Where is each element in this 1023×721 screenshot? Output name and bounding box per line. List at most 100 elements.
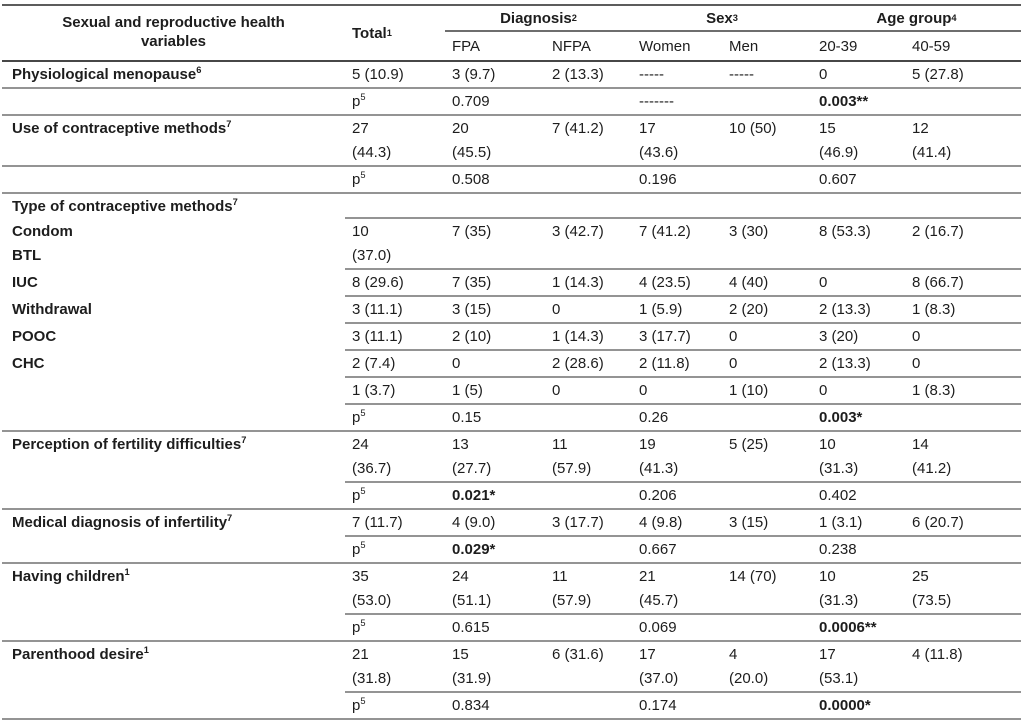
cell-value: 10 — [352, 223, 369, 240]
cell-value: 8 (66.7) — [912, 274, 964, 291]
significant-p-value: 0.0006** — [819, 619, 877, 636]
cell-value: 35 — [352, 568, 369, 585]
row-label — [2, 89, 345, 116]
cell-20-39: 2 (13.3) — [812, 297, 905, 324]
row-label — [2, 693, 345, 720]
cell-value: 0 — [912, 355, 921, 372]
cell-total: 8 (29.6) — [345, 270, 445, 297]
cell-women: 0.667 — [632, 537, 722, 564]
footnote-marker: 5 — [360, 408, 366, 418]
cell-fpa: 4 (9.0) — [445, 510, 545, 537]
table-row: 1 (3.7) 1 (5) 0 0 1 (10) 0 1 (8.3) — [2, 378, 1021, 405]
cell-value: (53.0) — [352, 592, 392, 609]
cell-value: 12 — [912, 120, 929, 137]
row-label-line: Physiological menopause6 — [12, 65, 202, 83]
footnote-marker: 7 — [232, 197, 238, 207]
cell-fpa: 0.615 — [445, 615, 545, 642]
cell-men: 1 (10) — [722, 378, 812, 405]
row-label-line: CHC — [12, 355, 45, 372]
cell-value: 24 — [352, 436, 369, 453]
row-label-line: IUC — [12, 274, 38, 291]
significant-p-value: 0.021* — [452, 487, 496, 504]
cell-value: 3 (15) — [729, 514, 769, 531]
cell-value: 3 (11.1) — [352, 328, 403, 345]
column-header-men: Men — [729, 37, 759, 55]
row-label-line: Withdrawal — [12, 301, 92, 318]
cell-value: 10 (50) — [729, 120, 777, 137]
cell-men: 14 (70) — [722, 564, 812, 615]
footnote-marker: 6 — [196, 65, 202, 75]
cell-men — [722, 537, 812, 564]
p-label: p5 — [345, 89, 445, 116]
cell-20-39 — [812, 194, 905, 219]
row-label: CHC — [2, 351, 345, 378]
cell-20-39: 0.0000* — [812, 693, 905, 720]
cell-value: 0.0000* — [819, 694, 901, 718]
p-label-text: p5 — [352, 618, 366, 636]
cell-nfpa — [545, 194, 632, 219]
row-label-line: Parenthood desire1 — [12, 645, 149, 663]
cell-men: ----- — [722, 62, 812, 89]
row-label-line: Perception of fertility difficulties7 — [12, 435, 247, 453]
cell-total: 5 (10.9) — [345, 62, 445, 89]
cell-40-59: 0 — [905, 324, 1021, 351]
cell-value: 0 — [452, 355, 461, 372]
footnote-marker: 1 — [124, 567, 130, 577]
cell-40-59 — [905, 537, 1021, 564]
cell-nfpa: 0 — [545, 297, 632, 324]
table-row: Condom BTL 10 (37.0) 7 (35) 3 (42.7) 7 (41.2) 3… — [2, 219, 1021, 270]
cell-value: 0.029* — [452, 538, 541, 562]
cell-nfpa — [545, 483, 632, 510]
cell-value: (31.8) — [352, 670, 392, 687]
cell-value: 5 (25) — [729, 436, 769, 453]
cell-value: (31.9) — [452, 670, 492, 687]
cell-value: 0.667 — [639, 541, 677, 558]
cell-women: 4 (23.5) — [632, 270, 722, 297]
cell-20-39: 0 — [812, 378, 905, 405]
cell-value: 0.003* — [819, 406, 901, 430]
cell-value: 1 (3.1) — [819, 514, 863, 531]
cell-total — [345, 194, 445, 219]
cell-value: (37.0) — [352, 247, 392, 264]
cell-value: 0.615 — [452, 619, 490, 636]
cell-nfpa: 1 (14.3) — [545, 324, 632, 351]
row-label: Perception of fertility difficulties7 — [2, 432, 345, 483]
p-label: p5 — [345, 483, 445, 510]
cell-nfpa: 2 (28.6) — [545, 351, 632, 378]
cell-fpa: 20 (45.5) — [445, 116, 545, 167]
cell-fpa: 24 (51.1) — [445, 564, 545, 615]
cell-20-39: 15 (46.9) — [812, 116, 905, 167]
cell-total: 10 (37.0) — [345, 219, 445, 270]
cell-40-59: 12 (41.4) — [905, 116, 1021, 167]
footnote-marker: 5 — [360, 486, 366, 496]
cell-20-39: 10 (31.3) — [812, 564, 905, 615]
cell-women — [632, 194, 722, 219]
footnote-marker: 1 — [143, 645, 149, 655]
cell-value: 15 — [452, 646, 469, 663]
cell-20-39: 10 (31.3) — [812, 432, 905, 483]
cell-value: (41.4) — [912, 144, 952, 161]
significant-p-value: 0.003** — [819, 93, 869, 110]
cell-40-59 — [905, 483, 1021, 510]
cell-value: 21 — [352, 646, 369, 663]
cell-value: 14 (70) — [729, 568, 777, 585]
cell-value: 4 (9.8) — [639, 514, 683, 531]
cell-women: 0.174 — [632, 693, 722, 720]
p-label-text: p5 — [352, 170, 366, 188]
p-value-row: p5 0.508 0.196 0.607 — [2, 167, 1021, 194]
cell-women: 0.206 — [632, 483, 722, 510]
cell-men: 4 (40) — [722, 270, 812, 297]
cell-total: 27 (44.3) — [345, 116, 445, 167]
cell-fpa: 13 (27.7) — [445, 432, 545, 483]
cell-fpa: 7 (35) — [445, 219, 545, 270]
cell-value: 0.607 — [819, 171, 857, 188]
cell-women: 3 (17.7) — [632, 324, 722, 351]
header-variables-line1: Sexual and reproductive health — [62, 14, 285, 32]
cell-value: (44.3) — [352, 144, 392, 161]
cell-value: 1 (14.3) — [552, 328, 604, 345]
cell-value: 2 (13.3) — [819, 301, 871, 318]
cell-value: 17 — [819, 646, 836, 663]
cell-value: 1 (5) — [452, 382, 483, 399]
cell-40-59 — [905, 405, 1021, 432]
cell-20-39: 0 — [812, 270, 905, 297]
